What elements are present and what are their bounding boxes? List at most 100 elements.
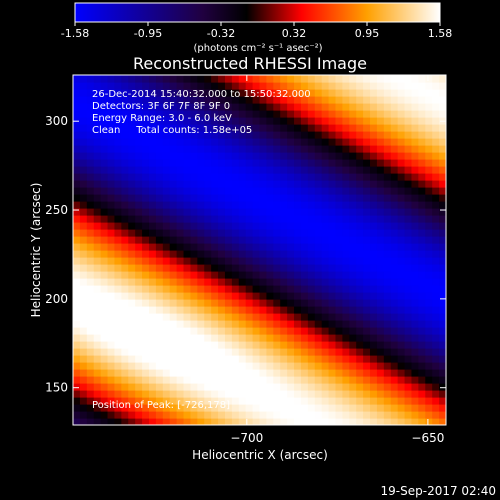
heatmap-cell [162,376,171,384]
heatmap-cell [79,201,88,209]
heatmap-cell [93,145,102,153]
heatmap-cell [252,117,261,125]
heatmap-cell [176,117,185,125]
heatmap-cell [148,152,157,160]
heatmap-cell [190,159,198,167]
heatmap-cell [342,152,350,160]
heatmap-cell [190,75,198,83]
heatmap-cell [294,299,302,307]
heatmap-cell [73,397,81,405]
heatmap-cell [142,187,150,195]
heatmap-cell [321,327,330,335]
heatmap-cell [128,397,136,405]
heatmap-cell [363,369,371,377]
heatmap-cell [155,96,164,104]
heatmap-cell [204,103,212,111]
heatmap-cell [266,145,274,153]
heatmap-cell [162,201,171,209]
heatmap-cell [287,299,295,307]
heatmap-cell [211,313,219,321]
heatmap-cell [349,313,357,321]
heatmap-cell [148,285,157,293]
heatmap-cell [86,75,95,83]
heatmap-cell [314,369,323,377]
heatmap-cell [79,145,88,153]
heatmap-cell [142,82,150,90]
heatmap-cell [231,201,240,209]
heatmap-cell [321,110,330,118]
annotation-peak-position: Position of Peak: [-726,178] [92,400,230,411]
heatmap-cell [231,187,240,195]
heatmap-cell [224,89,233,97]
heatmap-cell [259,110,268,118]
heatmap-cell [183,96,192,104]
heatmap-cell [183,299,192,307]
heatmap-cell [363,271,371,279]
heatmap-cell [411,89,419,97]
heatmap-cell [121,117,129,125]
heatmap-cell [86,306,95,314]
heatmap-cell [73,236,81,244]
heatmap-cell [411,96,419,104]
heatmap-cell [86,327,95,335]
heatmap-cell [86,418,95,425]
heatmap-cell [259,229,268,237]
heatmap-cell [86,411,95,419]
heatmap-cell [238,110,247,118]
heatmap-cell [397,285,406,293]
heatmap-cell [121,376,129,384]
heatmap-cell [183,166,192,174]
heatmap-cell [342,383,350,391]
heatmap-cell [307,222,316,230]
heatmap-cell [190,306,198,314]
heatmap-cell [148,145,157,153]
heatmap-cell [114,383,122,391]
heatmap-cell [321,250,330,258]
heatmap-cell [280,82,288,90]
heatmap-cell [363,236,371,244]
heatmap-cell [245,152,254,160]
heatmap-cell [307,75,316,83]
heatmap-cell [314,159,323,167]
heatmap-cell [273,264,281,272]
heatmap-cell [370,103,378,111]
heatmap-cell [390,376,399,384]
heatmap-cell [73,334,81,342]
heatmap-cell [439,383,446,391]
heatmap-cell [114,201,122,209]
heatmap-cell [245,271,254,279]
heatmap-cell [155,229,164,237]
heatmap-cell [363,131,371,139]
heatmap-cell [383,383,392,391]
heatmap-cell [86,229,95,237]
heatmap-cell [86,201,95,209]
heatmap-cell [148,271,157,279]
heatmap-cell [73,82,81,90]
heatmap-cell [287,404,295,412]
heatmap-cell [294,348,302,356]
heatmap-cell [335,131,343,139]
heatmap-cell [211,264,219,272]
heatmap-cell [439,145,446,153]
heatmap-cell [107,187,116,195]
heatmap-cell [114,103,122,111]
heatmap-cell [439,110,446,118]
heatmap-cell [100,110,109,118]
heatmap-image [73,75,446,425]
heatmap-cell [418,292,426,300]
heatmap-cell [252,264,261,272]
heatmap-cell [349,257,357,265]
heatmap-cell [376,222,385,230]
heatmap-cell [397,180,406,188]
heatmap-cell [121,138,129,146]
heatmap-cell [411,299,419,307]
heatmap-cell [169,152,178,160]
heatmap-cell [376,138,385,146]
heatmap-cell [321,404,330,412]
heatmap-cell [432,362,440,370]
heatmap-cell [252,110,261,118]
heatmap-cell [349,229,357,237]
heatmap-cell [79,89,88,97]
heatmap-cell [231,313,240,321]
heatmap-cell [135,117,143,125]
